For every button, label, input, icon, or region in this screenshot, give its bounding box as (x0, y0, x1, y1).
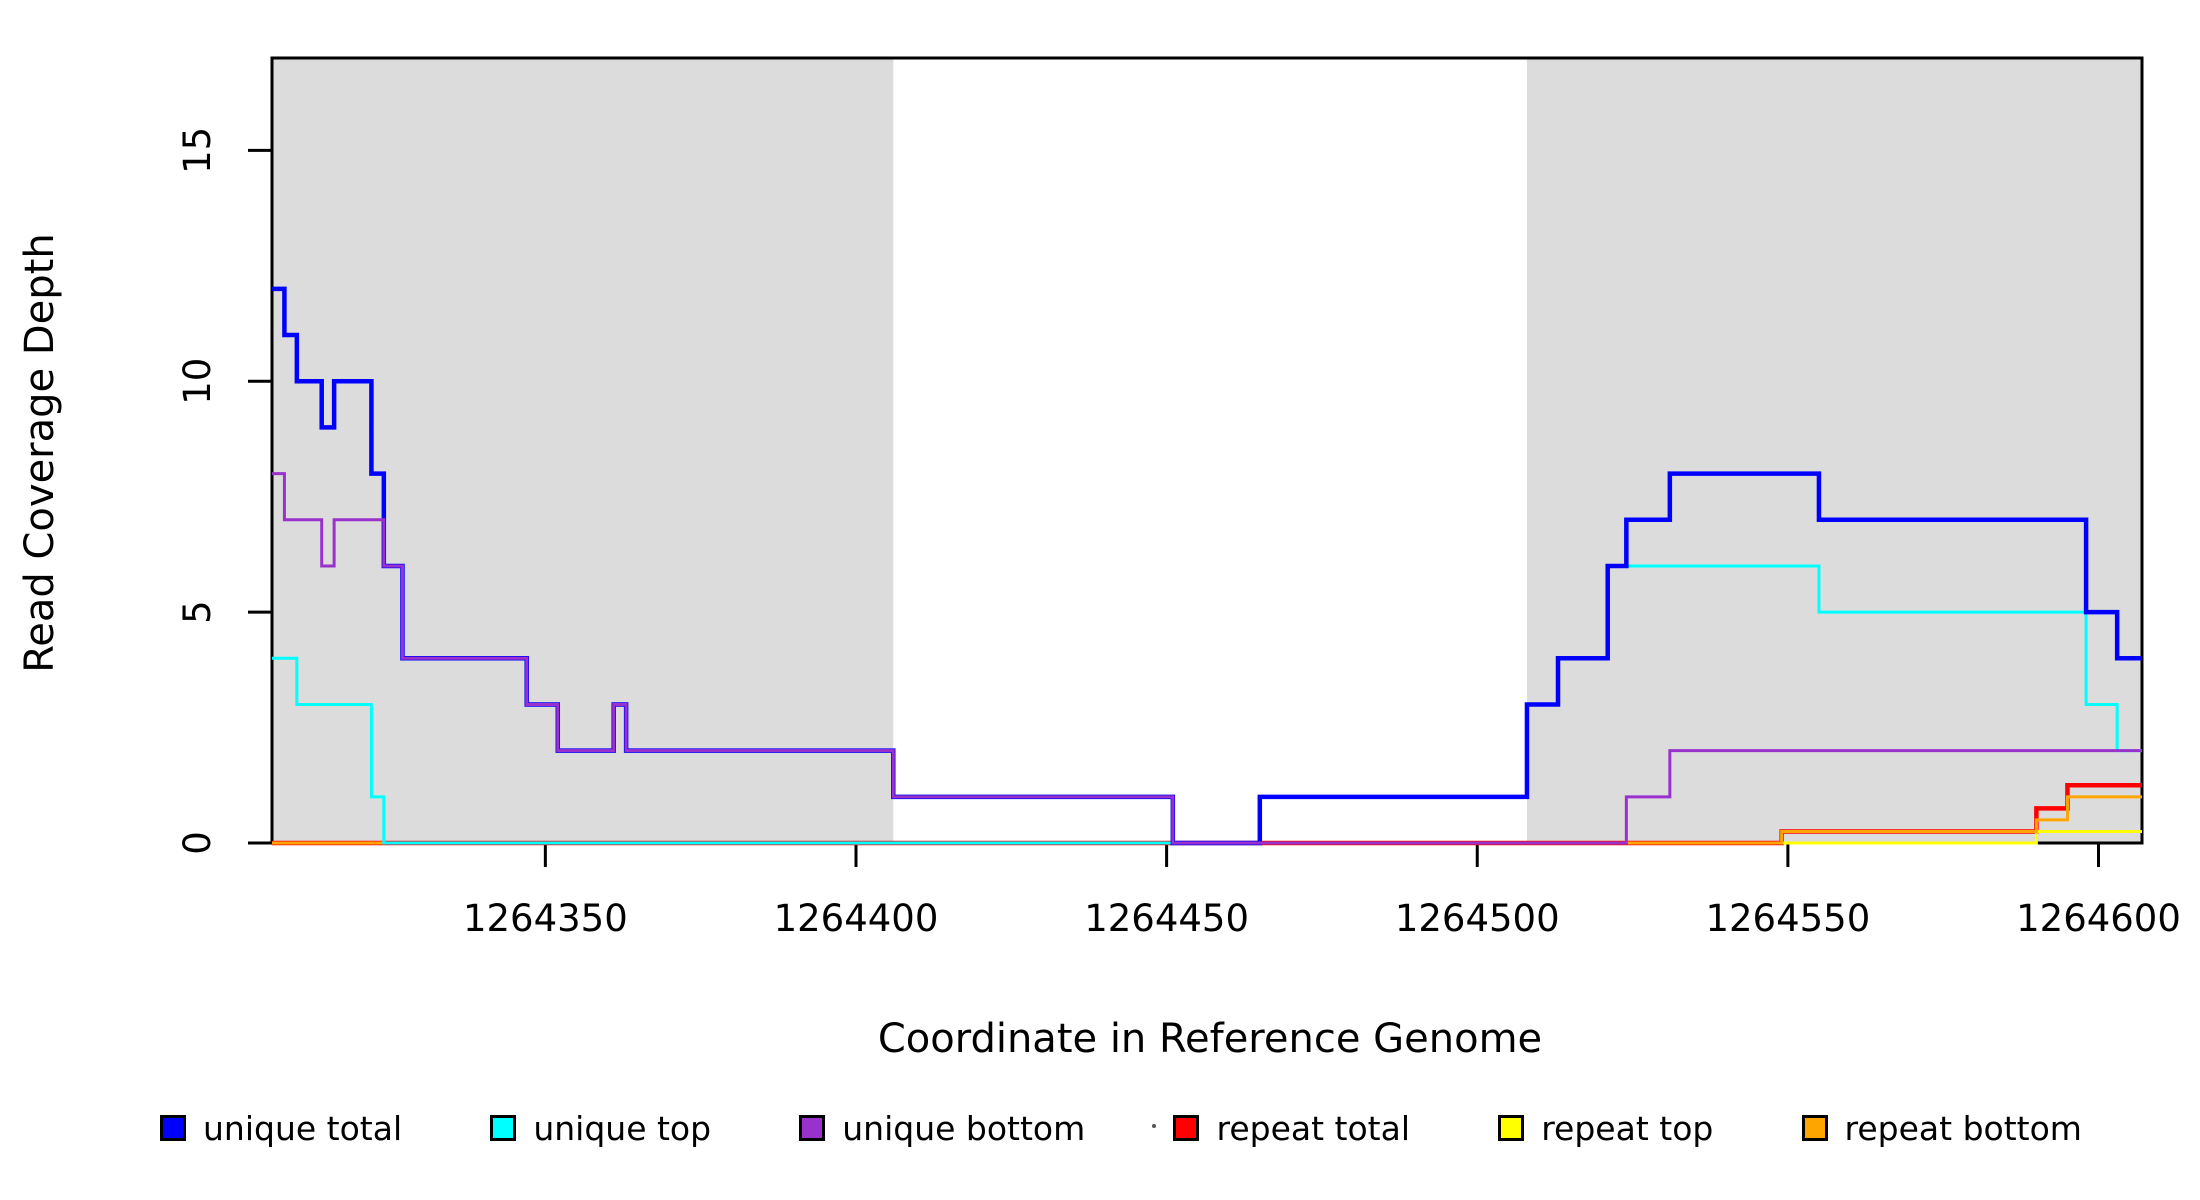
legend: unique total unique top unique bottom repea… (160, 1104, 2082, 1152)
x-tick-label: 1264500 (1395, 897, 1560, 940)
legend-item-unique-bottom: unique bottom (799, 1109, 1085, 1148)
shaded-region (272, 58, 894, 843)
y-tick-label: 15 (176, 127, 219, 174)
legend-label: unique total (203, 1108, 403, 1148)
stray-dot (1152, 1124, 1156, 1128)
legend-label: repeat bottom (1844, 1108, 2082, 1148)
x-axis-title-text: Coordinate in Reference Genome (877, 1016, 1543, 1062)
legend-swatch-icon (1801, 1115, 1828, 1141)
legend-item-repeat-bottom: repeat bottom (1801, 1108, 2082, 1148)
legend-label: unique bottom (842, 1108, 1086, 1148)
y-tick-label: 0 (176, 831, 219, 855)
legend-item-repeat-total: repeat total (1173, 1109, 1410, 1148)
legend-item-unique-top: unique top (490, 1109, 711, 1148)
legend-swatch-icon (160, 1115, 186, 1141)
x-tick-label: 1264550 (1705, 897, 1870, 940)
x-tick-label: 1264600 (2016, 897, 2181, 940)
y-axis-title: Read Coverage Depth (17, 233, 63, 673)
legend-swatch-icon (799, 1115, 826, 1141)
x-axis-title: Coordinate in Reference Genome (0, 1016, 2200, 1062)
legend-item-repeat-top: repeat top (1498, 1109, 1713, 1148)
x-tick-label: 1264450 (1084, 897, 1249, 940)
y-tick-label: 10 (176, 358, 219, 405)
x-tick-label: 1264400 (774, 897, 939, 940)
legend-swatch-icon (1173, 1115, 1200, 1141)
legend-swatch-icon (1498, 1115, 1525, 1141)
legend-swatch-icon (490, 1115, 517, 1141)
legend-label: repeat top (1541, 1108, 1714, 1148)
shaded-region (1526, 58, 2142, 843)
series-repeat-bottom (272, 795, 2142, 845)
legend-item-unique-total: unique total (160, 1109, 402, 1148)
legend-label: unique top (533, 1108, 712, 1148)
series-unique-bottom (272, 472, 2142, 845)
legend-label: repeat total (1216, 1108, 1410, 1148)
y-tick-label: 5 (176, 600, 219, 624)
x-tick-label: 1264350 (463, 897, 628, 940)
